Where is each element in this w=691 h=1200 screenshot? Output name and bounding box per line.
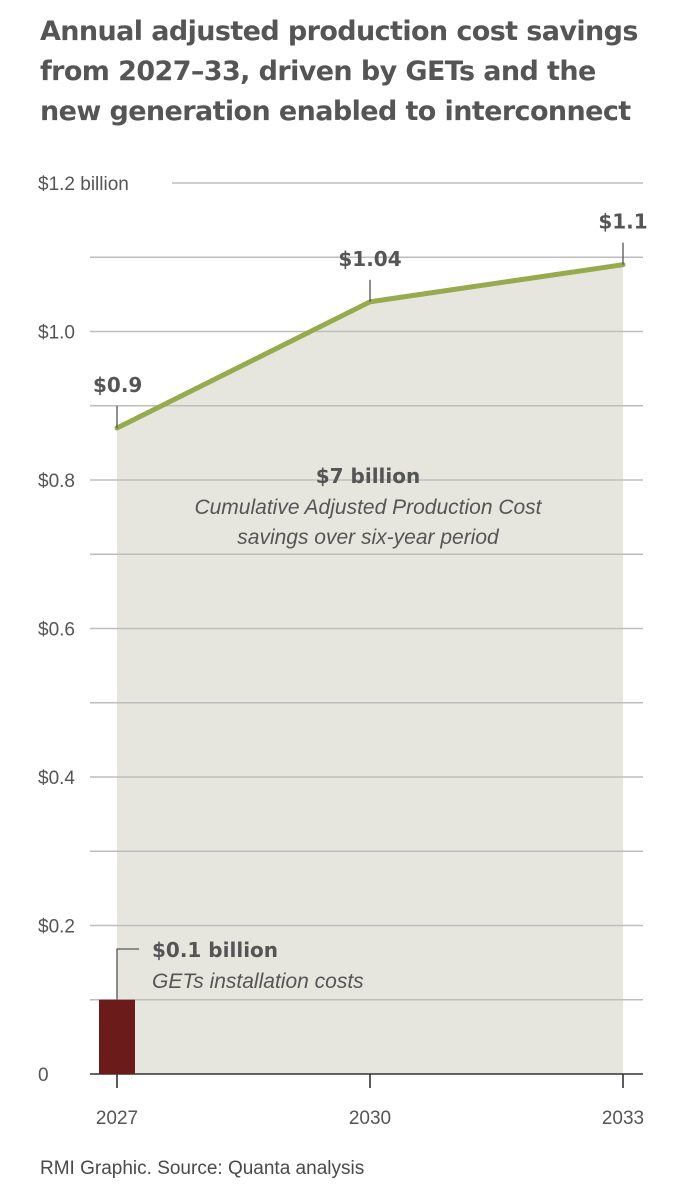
cumulative-description: savings over six-year period	[237, 526, 500, 549]
y-tick-label: $0.6	[38, 620, 75, 641]
x-tick-label: 2027	[96, 1108, 138, 1129]
bar-annotation-leader	[116, 948, 139, 1000]
y-tick-label: $0.4	[38, 768, 75, 789]
bar-sublabel: GETs installation costs	[152, 970, 364, 993]
chart-title: Annual adjusted production cost savings …	[40, 12, 670, 132]
point-label: $1.04	[338, 247, 401, 271]
title-line-3: new generation enabled to interconnect	[40, 96, 631, 127]
point-label: $0.9	[93, 373, 142, 397]
savings-area	[117, 264, 623, 1074]
installation-cost-bar	[99, 999, 135, 1074]
y-tick-label: $1.0	[38, 323, 75, 344]
cumulative-title: $7 billion	[316, 464, 421, 488]
source-note: RMI Graphic. Source: Quanta analysis	[40, 1158, 365, 1179]
title-line-1: Annual adjusted production cost savings	[40, 16, 638, 47]
bar-label: $0.1 billion	[152, 938, 278, 962]
cumulative-description: Cumulative Adjusted Production Cost	[194, 496, 542, 519]
title-line-2: from 2027–33, driven by GETs and the	[40, 56, 596, 87]
point-label: $1.1	[598, 210, 647, 234]
y-tick-label: $1.2 billion	[38, 174, 129, 195]
x-tick-label: 2033	[602, 1108, 644, 1129]
x-tick-label: 2030	[349, 1108, 391, 1129]
y-tick-label: 0	[38, 1065, 49, 1086]
y-tick-label: $0.8	[38, 471, 75, 492]
y-tick-label: $0.2	[38, 917, 75, 938]
